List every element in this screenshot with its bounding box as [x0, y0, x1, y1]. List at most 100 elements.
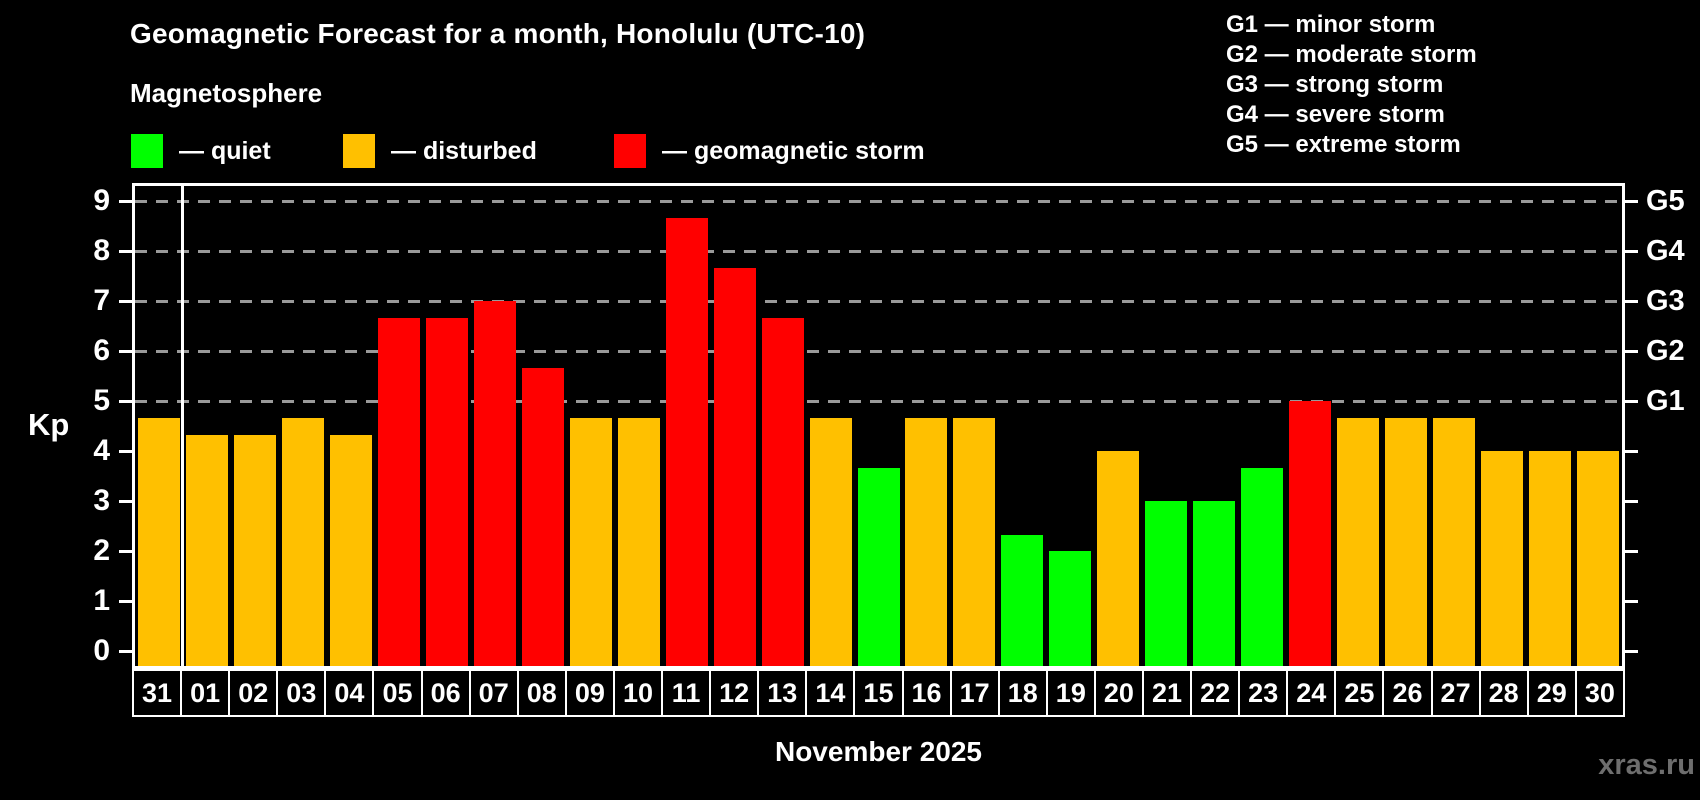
day-label-31: 31 [132, 669, 183, 717]
day-label-23: 23 [1238, 669, 1289, 717]
plot-area [132, 183, 1625, 669]
right-axis-label-G4: G4 [1646, 235, 1685, 267]
y-axis-label-7: 7 [93, 284, 110, 317]
y-tick-left-4 [119, 450, 132, 453]
storm-scale-g2: G2 — moderate storm [1226, 41, 1477, 68]
bar-day-26 [1385, 417, 1428, 666]
bar-day-22 [1193, 501, 1236, 666]
y-axis-label-2: 2 [93, 534, 110, 567]
day-label-12: 12 [709, 669, 760, 717]
y-tick-right-6 [1625, 350, 1638, 353]
y-tick-left-5 [119, 400, 132, 403]
day-label-02: 02 [228, 669, 279, 717]
day-label-24: 24 [1286, 669, 1337, 717]
y-axis-label-4: 4 [93, 434, 110, 467]
day-label-03: 03 [276, 669, 327, 717]
bar-day-30 [1577, 451, 1620, 666]
bar-day-14 [809, 417, 852, 666]
x-axis-title: November 2025 [774, 736, 982, 767]
bar-day-01 [185, 434, 228, 666]
day-label-20: 20 [1093, 669, 1144, 717]
watermark: xras.ru [1598, 749, 1695, 781]
bar-day-19 [1049, 551, 1092, 666]
day-label-04: 04 [324, 669, 375, 717]
day-label-28: 28 [1478, 669, 1529, 717]
y-axis-label-0: 0 [93, 634, 110, 667]
bar-day-02 [233, 434, 276, 666]
day-label-16: 16 [901, 669, 952, 717]
y-tick-left-2 [119, 550, 132, 553]
bar-day-04 [329, 434, 372, 666]
day-label-18: 18 [997, 669, 1048, 717]
x-axis-day-labels: 31 01 02 03 04 05 06 07 08 09 10 11 12 13 14 15 16 17 18 19… [132, 669, 1625, 717]
storm-swatch-icon [614, 134, 646, 168]
y-tick-right-8 [1625, 250, 1638, 253]
y-axis-label-3: 3 [93, 484, 110, 517]
day-label-26: 26 [1382, 669, 1433, 717]
bar-day-13 [761, 317, 804, 666]
legend-item-quiet: — quiet [131, 133, 271, 169]
y-tick-left-7 [119, 300, 132, 303]
day-label-05: 05 [372, 669, 423, 717]
y-axis-label-1: 1 [93, 584, 110, 617]
day-label-15: 15 [853, 669, 904, 717]
legend-item-disturbed: — disturbed [343, 133, 537, 169]
bar-day-06 [425, 317, 468, 666]
day-label-01: 01 [180, 669, 231, 717]
day-label-30: 30 [1574, 669, 1625, 717]
y-tick-right-9 [1625, 200, 1638, 203]
bar-day-23 [1241, 467, 1284, 666]
day-label-21: 21 [1141, 669, 1193, 717]
day-label-22: 22 [1190, 669, 1241, 717]
legend-label-disturbed: — disturbed [391, 136, 537, 165]
month-separator-line [181, 186, 185, 666]
day-label-13: 13 [757, 669, 808, 717]
day-label-07: 07 [468, 669, 519, 717]
y-tick-right-4 [1625, 450, 1638, 453]
y-tick-left-9 [119, 200, 132, 203]
y-tick-right-7 [1625, 300, 1638, 303]
y-tick-right-0 [1625, 650, 1638, 653]
day-label-19: 19 [1045, 669, 1096, 717]
bar-day-27 [1433, 417, 1476, 666]
day-label-14: 14 [805, 669, 856, 717]
bar-day-12 [713, 267, 756, 666]
day-label-06: 06 [420, 669, 471, 717]
gridline-kp8 [135, 250, 1622, 253]
storm-scale-legend: G1 — minor storm G2 — moderate storm G3 … [1226, 10, 1477, 160]
bar-day-16 [905, 417, 948, 666]
day-label-17: 17 [949, 669, 1000, 717]
y-tick-right-2 [1625, 550, 1638, 553]
bar-day-25 [1337, 417, 1380, 666]
bar-day-10 [617, 417, 660, 666]
y-axis-title: Kp [28, 407, 70, 442]
bar-day-21 [1145, 501, 1188, 666]
day-label-08: 08 [516, 669, 567, 717]
right-axis-label-G1: G1 [1646, 385, 1685, 417]
y-tick-right-5 [1625, 400, 1638, 403]
gridline-kp9 [135, 200, 1622, 203]
bar-day-24 [1289, 401, 1332, 666]
bar-day-17 [953, 417, 996, 666]
bar-day-15 [857, 467, 900, 666]
bar-day-11 [665, 217, 708, 666]
bar-day-09 [569, 417, 612, 666]
y-tick-left-6 [119, 350, 132, 353]
day-label-29: 29 [1526, 669, 1577, 717]
bar-day-31 [137, 417, 180, 666]
chart-subtitle: Magnetosphere [130, 78, 323, 108]
y-tick-left-8 [119, 250, 132, 253]
chart-title: Geomagnetic Forecast for a month, Honolu… [130, 18, 866, 49]
day-label-10: 10 [612, 669, 664, 717]
bar-day-28 [1481, 451, 1524, 666]
quiet-swatch-icon [131, 134, 163, 168]
disturbed-swatch-icon [343, 134, 375, 168]
bar-day-05 [377, 317, 420, 666]
legend-item-storm: — geomagnetic storm [614, 133, 925, 169]
legend-label-storm: — geomagnetic storm [662, 136, 925, 165]
storm-scale-g5: G5 — extreme storm [1226, 131, 1461, 158]
storm-scale-g3: G3 — strong storm [1226, 71, 1444, 98]
day-label-09: 09 [564, 669, 615, 717]
y-axis-label-5: 5 [93, 384, 110, 417]
y-axis-label-9: 9 [93, 184, 110, 217]
